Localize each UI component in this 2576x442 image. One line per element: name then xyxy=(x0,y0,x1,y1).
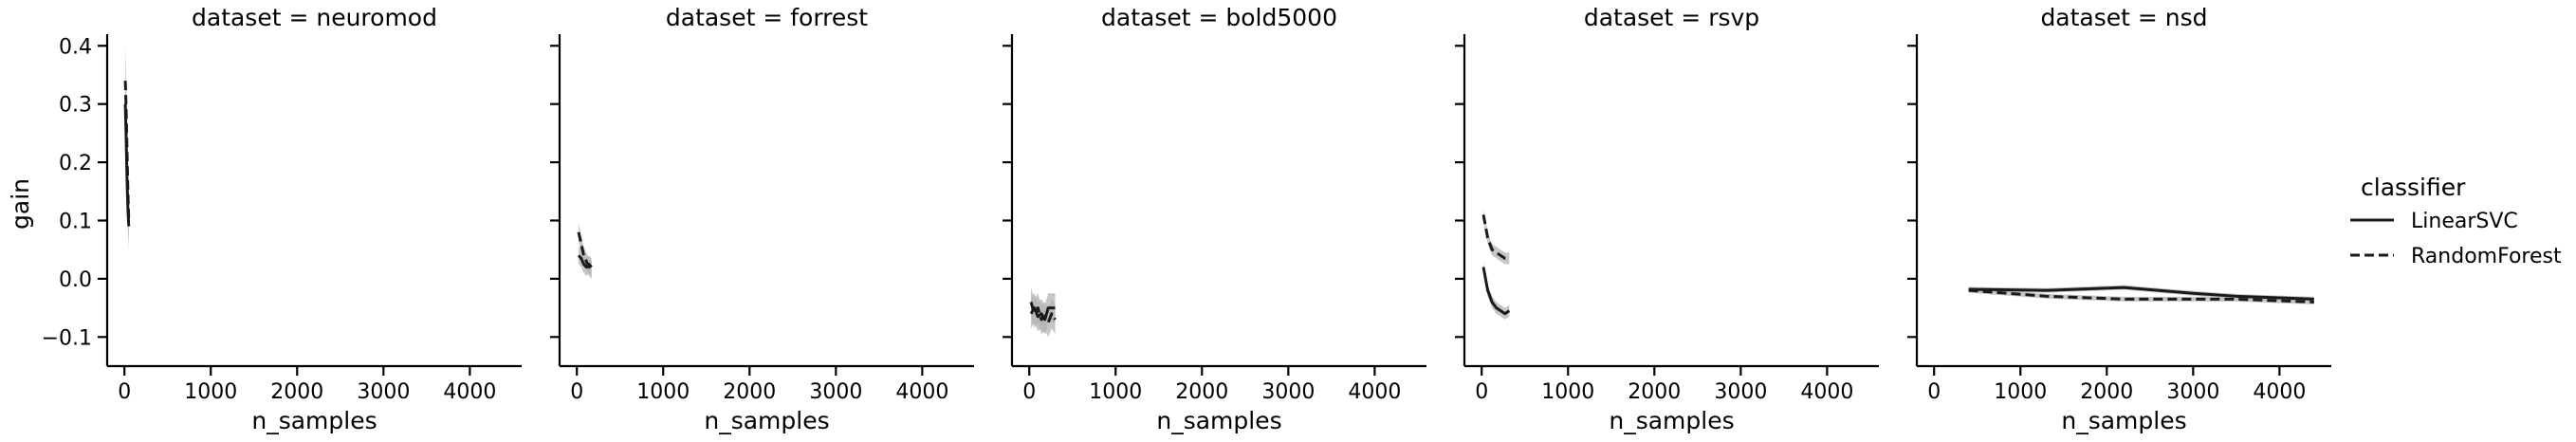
x-tick-label: 4000 xyxy=(443,380,496,404)
x-tick-label: 2000 xyxy=(723,380,776,404)
x-tick-label: 0 xyxy=(1475,380,1488,404)
facet-panels: dataset = neuromod −0.1 0.0 0.1 0.2 0.3 0.4 0 10… xyxy=(42,4,2331,434)
x-tick-label: 0 xyxy=(570,380,583,404)
y-tick-label: −0.1 xyxy=(42,326,92,350)
x-tick-label: 0 xyxy=(118,380,131,404)
x-tick-label: 2000 xyxy=(1175,380,1228,404)
x-tick-label: 2000 xyxy=(2080,380,2133,404)
series-line-LinearSVC xyxy=(1481,267,1511,316)
panel-rsvp: dataset = rsvp 0 1000 2000 3000 4000 n_samples xyxy=(1455,4,1879,434)
y-axis-label: gain xyxy=(7,178,34,230)
x-axis-label: n_samples xyxy=(1609,407,1734,434)
y-tick-label: 0.0 xyxy=(59,268,92,292)
legend-label-RandomForest: RandomForest xyxy=(2411,245,2562,268)
legend: classifier LinearSVC RandomForest xyxy=(2350,174,2562,268)
x-axis-label: n_samples xyxy=(1156,407,1281,434)
series-line-RandomForest xyxy=(1029,302,1057,324)
y-tick-label: 0.3 xyxy=(59,94,92,118)
y-tick-label: 0.4 xyxy=(59,35,92,59)
panel-neuromod: dataset = neuromod −0.1 0.0 0.1 0.2 0.3 0.4 0 10… xyxy=(42,4,522,434)
x-tick-label: 2000 xyxy=(270,380,323,404)
x-axis-label: n_samples xyxy=(251,407,377,434)
y-axis-label-group: gain xyxy=(7,178,34,230)
x-tick-label: 4000 xyxy=(895,380,948,404)
x-tick-label: 1000 xyxy=(1541,380,1594,404)
x-tick-label: 1000 xyxy=(636,380,690,404)
facet-title-neuromod: dataset = neuromod xyxy=(192,4,437,31)
x-tick-label: 3000 xyxy=(809,380,862,404)
legend-label-LinearSVC: LinearSVC xyxy=(2411,210,2518,233)
x-axis-label: n_samples xyxy=(2061,407,2186,434)
x-axis-label: n_samples xyxy=(704,407,829,434)
panel-nsd: dataset = nsd 0 1000 2000 3000 4000 n_samples xyxy=(1907,4,2331,434)
legend-title: classifier xyxy=(2361,174,2466,201)
series-line-RandomForest xyxy=(1968,288,2314,304)
facet-title-bold5000: dataset = bold5000 xyxy=(1101,4,1337,31)
x-tick-label: 0 xyxy=(1022,380,1036,404)
x-tick-label: 3000 xyxy=(1714,380,1767,404)
x-tick-label: 0 xyxy=(1927,380,1941,404)
x-tick-label: 3000 xyxy=(1261,380,1315,404)
x-tick-label: 1000 xyxy=(1089,380,1142,404)
panel-bold5000: dataset = bold5000 0 1000 2000 3000 4000 n_sam… xyxy=(1003,4,1426,434)
confidence-band-RandomForest xyxy=(1031,287,1056,338)
x-tick-label: 1000 xyxy=(184,380,237,404)
series-line-RandomForest xyxy=(577,231,593,271)
series-line-LinearSVC xyxy=(1968,285,2314,301)
x-tick-label: 4000 xyxy=(1800,380,1853,404)
facet-title-forrest: dataset = forrest xyxy=(666,4,868,31)
panel-forrest: dataset = forrest 0 1000 2000 3000 4000 n_samp… xyxy=(550,4,974,434)
x-tick-label: 3000 xyxy=(2166,380,2219,404)
series-line-RandomForest xyxy=(123,81,131,221)
x-tick-label: 2000 xyxy=(1628,380,1681,404)
facet-title-nsd: dataset = nsd xyxy=(2040,4,2207,31)
facet-title-rsvp: dataset = rsvp xyxy=(1584,4,1759,31)
x-tick-label: 1000 xyxy=(1994,380,2047,404)
series-line-LinearSVC xyxy=(123,103,131,227)
y-tick-label: 0.1 xyxy=(59,210,92,233)
x-tick-label: 4000 xyxy=(2253,380,2306,404)
x-tick-label: 3000 xyxy=(357,380,410,404)
x-tick-label: 4000 xyxy=(1348,380,1401,404)
y-tick-label: 0.2 xyxy=(59,152,92,175)
